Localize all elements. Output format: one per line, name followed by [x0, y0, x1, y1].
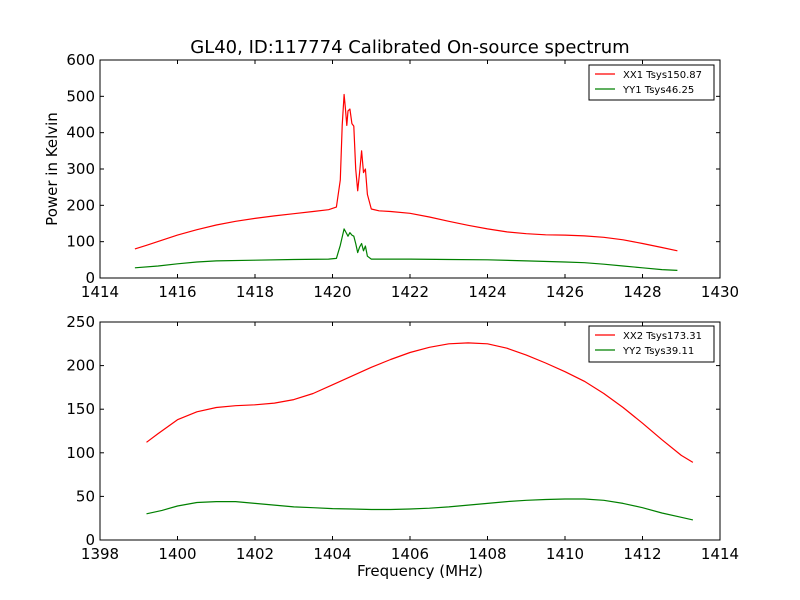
plot-1-y-axis-label: Power in Kelvin	[43, 112, 61, 226]
plot-2-y-tick-label: 0	[85, 531, 95, 549]
plot-1-y-tick-label: 600	[66, 51, 95, 69]
plot-2-x-tick-label: 1402	[236, 545, 274, 563]
plot-1-y-tick-label: 300	[66, 160, 95, 178]
plot-1-y-tick-label: 200	[66, 196, 95, 214]
plot-1: 1414 1416 1418 1420 1422 1424 1426 1428 1430 0 100…	[43, 51, 739, 301]
plot-1-x-tick-label: 1430	[701, 283, 739, 301]
plot-1-x-tick-label: 1428	[623, 283, 661, 301]
plot-2-series-1-line	[146, 342, 694, 463]
plot-2-y-tick-label: 250	[66, 313, 95, 331]
plot-2-x-tick-label: 1414	[701, 545, 739, 563]
plot-2-series-2-line	[146, 498, 694, 521]
plot-2-legend-box	[588, 325, 715, 363]
plot-1-x-tick-label: 1418	[236, 283, 274, 301]
plot-2-x-tick-label: 1398	[81, 545, 119, 563]
plot-2-y-tick-label: 150	[66, 400, 95, 418]
plot-2-x-tick-label: 1408	[468, 545, 506, 563]
plot-2: 1398 1400 1402 1404 1406 1408 1410 1412 1414 0 50 1…	[66, 313, 739, 580]
plot-2-y-tick-label: 200	[66, 357, 95, 375]
plot-1-x-tick-label: 1422	[391, 283, 429, 301]
plot-1-x-tick-label: 1416	[158, 283, 196, 301]
plot-1-x-tick-label: 1414	[81, 283, 119, 301]
plot-1-series-2-line	[134, 228, 678, 271]
plot-2-legend-label-2: YY2 Tsys39.11	[622, 346, 694, 357]
plots-container: 1414 1416 1418 1420 1422 1424 1426 1428 1430 0 100…	[43, 51, 739, 580]
plot-1-legend-box	[588, 64, 715, 101]
plot-1-y-tick-label: 0	[85, 269, 95, 287]
plot-2-x-tick-label: 1412	[623, 545, 661, 563]
figure-title: GL40, ID:117774 Calibrated On-source spe…	[190, 37, 629, 58]
plot-2-y-tick-label: 50	[76, 487, 95, 505]
plot-2-legend-label-1: XX2 Tsys173.31	[623, 331, 702, 342]
plot-1-x-tick-label: 1420	[313, 283, 351, 301]
plot-1-series-1-line	[134, 93, 678, 252]
plot-1-x-tick-label: 1424	[468, 283, 506, 301]
plot-1-legend-label-2: YY1 Tsys46.25	[622, 85, 694, 96]
plot-2-y-tick-label: 100	[66, 444, 95, 462]
plot-1-legend: XX1 Tsys150.87 YY1 Tsys46.25	[588, 64, 715, 101]
plot-2-x-tick-label: 1410	[546, 545, 584, 563]
plot-1-legend-label-1: XX1 Tsys150.87	[623, 70, 702, 81]
plot-2-legend: XX2 Tsys173.31 YY2 Tsys39.11	[588, 325, 715, 363]
plot-1-y-tick-label: 100	[66, 233, 95, 251]
plot-2-x-tick-label: 1406	[391, 545, 429, 563]
plot-1-x-tick-label: 1426	[546, 283, 584, 301]
plot-2-x-tick-label: 1400	[158, 545, 196, 563]
plot-1-y-tick-label: 400	[66, 124, 95, 142]
plot-2-x-tick-label: 1404	[313, 545, 351, 563]
plot-1-y-tick-label: 500	[66, 87, 95, 105]
plot-2-x-axis-label: Frequency (MHz)	[357, 562, 483, 580]
